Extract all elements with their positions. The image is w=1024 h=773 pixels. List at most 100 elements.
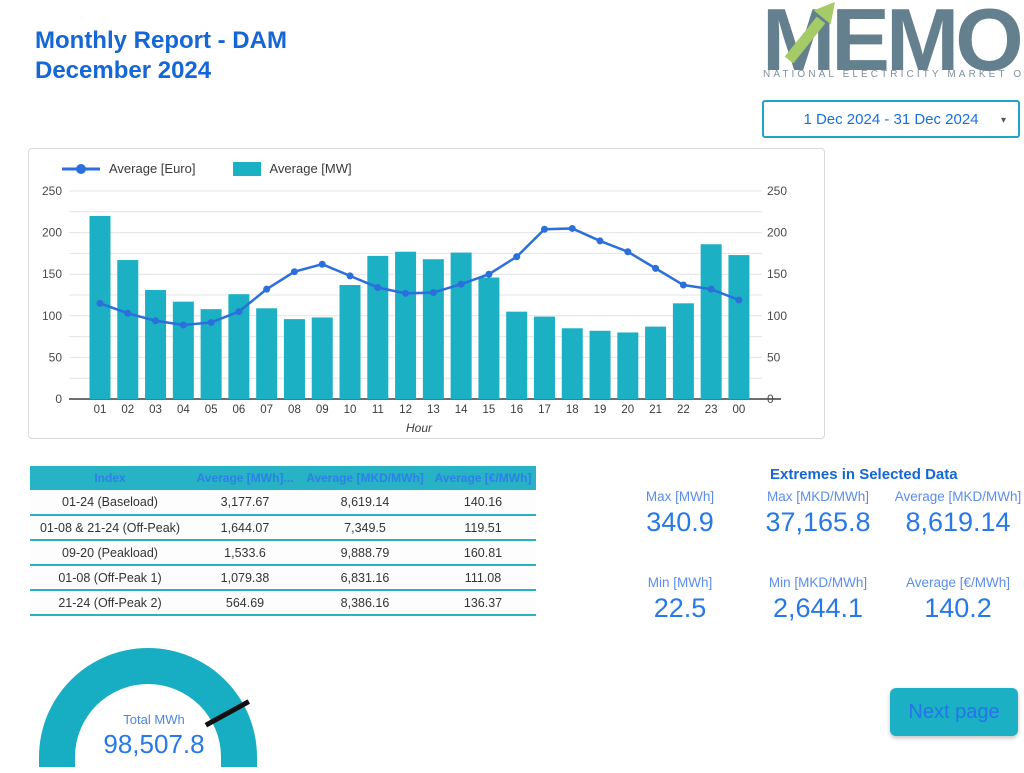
stat-average-mwh-: Average [€/MWh] 140.2 (866, 575, 1024, 624)
table-cell: 01-24 (Baseload) (30, 490, 190, 516)
line-series-icon (62, 163, 100, 174)
svg-text:0: 0 (767, 392, 774, 406)
table-cell: 119.51 (430, 515, 536, 541)
svg-text:01: 01 (94, 404, 107, 416)
svg-text:12: 12 (399, 404, 412, 416)
table-cell: 21-24 (Off-Peak 2) (30, 590, 190, 616)
table-header-cell: Average [MWh]... (190, 466, 300, 490)
table-cell: 140.16 (430, 490, 536, 516)
stat-label: Min [MKD/MWh] (768, 575, 868, 590)
table-row: 01-24 (Baseload) 3,177.67 8,619.14 140.16 (30, 490, 536, 516)
table-header-cell: Average [MKD/MWh] (300, 466, 430, 490)
svg-text:17: 17 (538, 404, 551, 416)
svg-text:150: 150 (767, 267, 787, 281)
svg-text:100: 100 (767, 309, 787, 323)
svg-text:09: 09 (316, 404, 329, 416)
svg-text:50: 50 (49, 350, 63, 364)
svg-text:22: 22 (677, 404, 690, 416)
bars-average-mw (89, 215, 750, 399)
svg-text:16: 16 (510, 404, 523, 416)
chart-legend: Average [Euro] Average [MW] (61, 161, 352, 176)
svg-text:200: 200 (767, 226, 787, 240)
memo-logo: MEMO (762, 0, 1024, 84)
x-axis-title: Hour (406, 421, 433, 435)
svg-text:250: 250 (42, 184, 62, 198)
svg-text:11: 11 (372, 404, 384, 416)
stat-min-mwh-: Min [MWh] 22.5 (588, 575, 772, 624)
svg-text:100: 100 (42, 309, 62, 323)
table-header: Index Average [MWh]... Average [MKD/MWh] Av… (30, 466, 536, 490)
line-average-euro (99, 227, 740, 327)
svg-text:05: 05 (205, 404, 218, 416)
stat-average-mkd-mwh-: Average [MKD/MWh] 8,619.14 (866, 489, 1024, 538)
svg-text:19: 19 (594, 404, 607, 416)
table-cell: 1,644.07 (190, 515, 300, 541)
gauge-needle (204, 699, 250, 728)
stat-label: Min [MWh] (647, 575, 713, 590)
svg-text:13: 13 (427, 404, 440, 416)
table-cell: 8,619.14 (300, 490, 430, 516)
svg-text:150: 150 (42, 267, 62, 281)
dam-chart-card[interactable]: Average [Euro] Average [MW] 0 0 50 50 100 100… (28, 148, 825, 439)
stat-label: Max [MWh] (645, 489, 715, 504)
stat-value: 2,644.1 (772, 593, 864, 623)
page-title-line1: Monthly Report - DAM (35, 27, 287, 54)
table-header-cell: Average [€/MWh] (430, 466, 536, 490)
page-title-line2: December 2024 (35, 57, 212, 84)
table-cell: 01-08 (Off-Peak 1) (30, 565, 190, 591)
index-summary-table: Index Average [MWh]... Average [MKD/MWh] Av… (30, 466, 536, 616)
svg-text:20: 20 (621, 404, 634, 416)
growth-arrow-icon (784, 2, 835, 64)
svg-text:07: 07 (260, 404, 273, 416)
table-cell: 9,888.79 (300, 540, 430, 566)
next-page-label: Next page (908, 700, 1000, 723)
svg-text:15: 15 (483, 404, 496, 416)
table-cell: 7,349.5 (300, 515, 430, 541)
svg-text:200: 200 (42, 226, 62, 240)
table-cell: 160.81 (430, 540, 536, 566)
table-header-cell: Index (30, 466, 190, 490)
table-cell: 1,533.6 (190, 540, 300, 566)
gauge-text: Total MWh 98,507.8 (74, 712, 234, 760)
stat-value: 22.5 (653, 593, 707, 623)
svg-text:18: 18 (566, 404, 579, 416)
stat-max-mwh-: Max [MWh] 340.9 (588, 489, 772, 538)
legend-label-mw: Average [MW] (269, 161, 352, 176)
table-row: 21-24 (Off-Peak 2) 564.69 8,386.16 136.37 (30, 590, 536, 616)
svg-text:250: 250 (767, 184, 787, 198)
table-cell: 111.08 (430, 565, 536, 591)
chevron-down-icon: ▾ (1000, 115, 1006, 126)
legend-item-mw: Average [MW] (233, 161, 352, 176)
legend-label-euro: Average [Euro] (109, 161, 196, 176)
stat-label: Max [MKD/MWh] (766, 489, 869, 504)
svg-text:06: 06 (233, 404, 246, 416)
table-cell: 6,831.16 (300, 565, 430, 591)
svg-text:10: 10 (344, 404, 357, 416)
logo-subtitle: NATIONAL ELECTRICITY MARKET OPERATOR (763, 69, 1024, 80)
svg-text:08: 08 (288, 404, 301, 416)
stat-min-mkd-mwh-: Min [MKD/MWh] 2,644.1 (726, 575, 910, 624)
table-row: 01-08 (Off-Peak 1) 1,079.38 6,831.16 111.08 (30, 565, 536, 591)
svg-text:00: 00 (733, 404, 746, 416)
table-cell: 1,079.38 (190, 565, 300, 591)
table-row: 09-20 (Peakload) 1,533.6 9,888.79 160.81 (30, 540, 536, 566)
stat-max-mkd-mwh-: Max [MKD/MWh] 37,165.8 (726, 489, 910, 538)
next-page-button[interactable]: Next page (890, 688, 1018, 736)
page-title: Monthly Report - DAM December 2024 (35, 26, 287, 86)
date-range-selector[interactable]: 1 Dec 2024 - 31 Dec 2024 ▾ (762, 100, 1020, 138)
table-cell: 564.69 (190, 590, 300, 616)
svg-text:03: 03 (149, 404, 162, 416)
svg-text:04: 04 (177, 404, 190, 416)
bar-series-icon (233, 161, 262, 176)
table-cell: 01-08 & 21-24 (Off-Peak) (30, 515, 190, 541)
stat-label: Average [€/MWh] (905, 575, 1011, 590)
table-cell: 3,177.67 (190, 490, 300, 516)
stat-value: 37,165.8 (765, 507, 871, 537)
stat-value: 140.2 (924, 593, 992, 623)
svg-text:14: 14 (455, 404, 468, 416)
total-mwh-gauge: Total MWh 98,507.8 (36, 645, 264, 768)
legend-item-euro: Average [Euro] (61, 161, 195, 176)
stat-value: 8,619.14 (905, 507, 1011, 537)
table-cell: 136.37 (430, 590, 536, 616)
svg-text:23: 23 (705, 404, 718, 416)
